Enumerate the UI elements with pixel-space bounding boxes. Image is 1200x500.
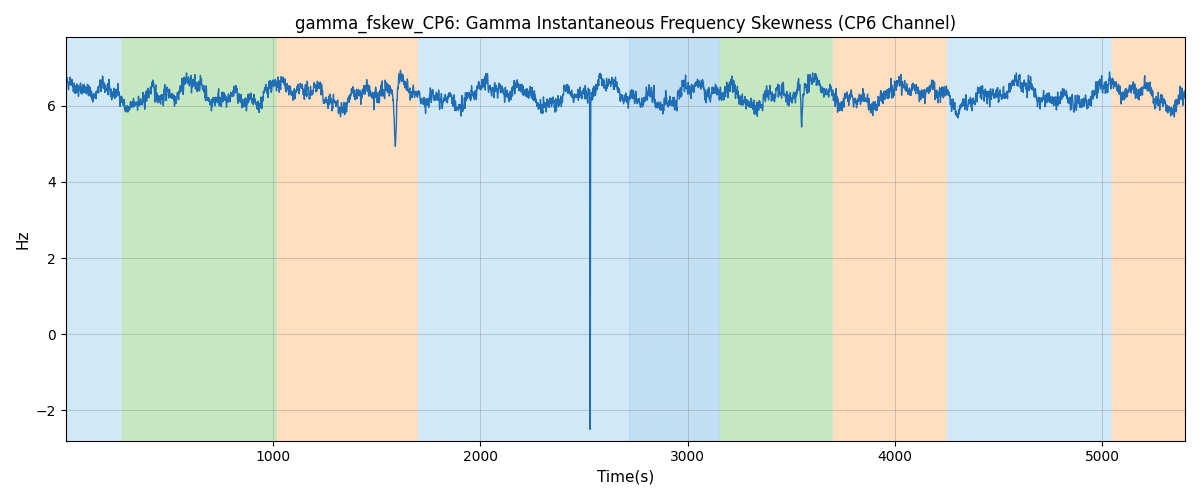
Bar: [833, 38, 947, 440]
Bar: [66, 38, 121, 440]
X-axis label: Time(s): Time(s): [596, 470, 654, 485]
Bar: [630, 38, 719, 440]
Title: gamma_fskew_CP6: Gamma Instantaneous Frequency Skewness (CP6 Channel): gamma_fskew_CP6: Gamma Instantaneous Fre…: [295, 15, 956, 34]
Bar: [1112, 38, 1186, 440]
Bar: [418, 38, 630, 440]
Bar: [947, 38, 1112, 440]
Bar: [121, 38, 277, 440]
Y-axis label: Hz: Hz: [16, 230, 30, 249]
Bar: [630, 38, 719, 440]
Bar: [719, 38, 833, 440]
Bar: [277, 38, 418, 440]
